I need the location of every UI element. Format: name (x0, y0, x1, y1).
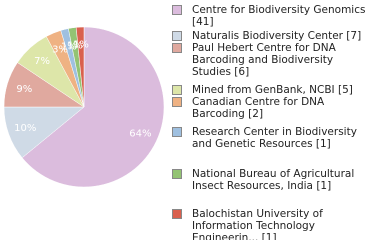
legend-label: Naturalis Biodiversity Center [7] (192, 30, 362, 42)
legend-label: Centre for Biodiversity Genomics [41] (192, 4, 366, 28)
legend-swatch (172, 97, 182, 107)
legend-label: Research Center in Biodiversity and Gene… (192, 126, 357, 150)
slice-label: 10% (14, 123, 36, 134)
pie-slice (21, 26, 165, 188)
pie: 64%10%9%7%3%1%1%1% (3, 26, 165, 188)
legend-swatch (172, 209, 182, 219)
slice-label: 64% (129, 129, 151, 140)
legend-swatch (172, 5, 182, 15)
legend-label: Mined from GenBank, NCBI [5] (192, 84, 353, 96)
pie-slice (75, 26, 85, 108)
slice-label: 9% (16, 84, 32, 95)
slice-label: 1% (73, 40, 89, 51)
legend-swatch (172, 169, 182, 179)
legend-label: Canadian Centre for DNA Barcoding [2] (192, 96, 325, 120)
legend-label: Paul Hebert Centre for DNA Barcoding and… (192, 42, 336, 78)
legend-swatch (172, 127, 182, 137)
legend-swatch (172, 85, 182, 95)
legend-swatch (172, 31, 182, 41)
slice-label: 1% (67, 40, 83, 51)
slice-label: 1% (61, 41, 77, 52)
legend-label: National Bureau of Agricultural Insect R… (192, 168, 355, 192)
slice-label: 3% (52, 44, 68, 55)
legend-swatch (172, 43, 182, 53)
legend-label: Balochistan University of Information Te… (192, 208, 323, 240)
slice-label: 7% (34, 56, 50, 67)
